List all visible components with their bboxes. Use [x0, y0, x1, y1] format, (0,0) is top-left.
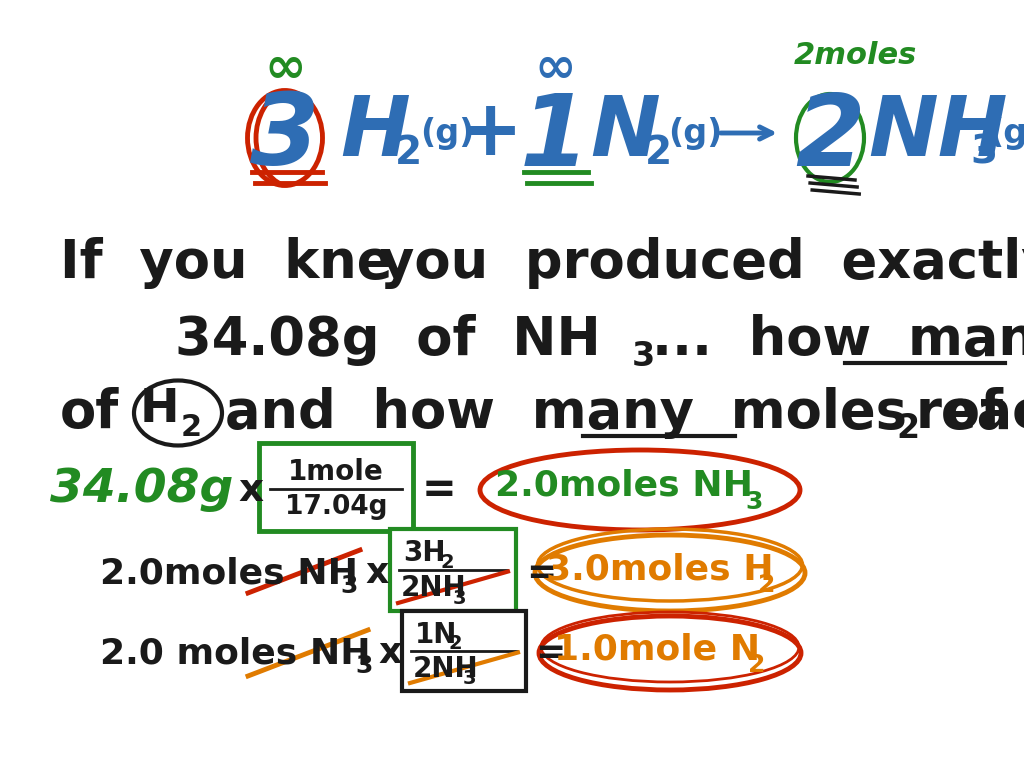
Text: 2.0moles NH: 2.0moles NH — [495, 468, 753, 502]
Text: 2.0 moles NH: 2.0 moles NH — [100, 636, 371, 670]
Text: 2: 2 — [440, 553, 454, 572]
Text: of: of — [60, 387, 119, 439]
Text: 1.0mole N: 1.0mole N — [554, 632, 760, 666]
Text: N: N — [590, 92, 659, 174]
Text: 2: 2 — [896, 412, 920, 445]
Text: H: H — [340, 92, 410, 174]
Text: x: x — [378, 636, 401, 670]
Text: If  you  kne: If you kne — [60, 237, 392, 289]
Text: 17.04g: 17.04g — [285, 494, 387, 520]
Text: 3H: 3H — [403, 539, 445, 568]
Text: ∞: ∞ — [535, 44, 575, 92]
Text: +: + — [458, 95, 522, 171]
Text: 2: 2 — [748, 653, 765, 677]
Text: 3: 3 — [463, 669, 476, 688]
Text: 1N: 1N — [415, 621, 458, 649]
Text: 1mole: 1mole — [288, 458, 384, 486]
Text: 34.08g: 34.08g — [50, 468, 233, 512]
Text: =: = — [422, 469, 457, 511]
Text: 3: 3 — [453, 588, 467, 607]
Text: 3: 3 — [250, 90, 319, 187]
FancyBboxPatch shape — [390, 529, 516, 611]
Text: 3: 3 — [355, 654, 373, 678]
Text: 3: 3 — [632, 339, 655, 372]
Text: (g): (g) — [668, 117, 722, 150]
Text: x: x — [238, 471, 263, 509]
Text: 2: 2 — [181, 412, 202, 442]
Text: 1: 1 — [520, 90, 590, 187]
Text: 3: 3 — [745, 490, 763, 514]
Text: 2: 2 — [645, 134, 672, 172]
Text: (g): (g) — [420, 117, 474, 150]
FancyBboxPatch shape — [402, 611, 526, 691]
Text: =: = — [526, 556, 556, 590]
FancyBboxPatch shape — [259, 443, 413, 531]
Text: x: x — [365, 556, 388, 590]
Text: 34.08g  of  NH: 34.08g of NH — [175, 314, 601, 366]
Text: 2: 2 — [796, 90, 865, 187]
Text: ...  how  many  moles: ... how many moles — [652, 314, 1024, 366]
Text: =: = — [535, 636, 565, 670]
Text: 3.0moles H: 3.0moles H — [546, 552, 773, 586]
Text: reacted?: reacted? — [916, 387, 1024, 439]
Text: 2: 2 — [758, 573, 775, 597]
Text: 2moles: 2moles — [794, 41, 916, 71]
Text: and  how  many  moles  of  N: and how many moles of N — [225, 387, 1024, 439]
Text: H: H — [140, 386, 179, 432]
Text: 2.0moles NH: 2.0moles NH — [100, 556, 358, 590]
Text: 2NH: 2NH — [413, 655, 478, 683]
Text: you  produced  exactly: you produced exactly — [380, 237, 1024, 289]
Text: 3: 3 — [970, 134, 997, 172]
Text: (g): (g) — [988, 117, 1024, 150]
Text: NH: NH — [868, 92, 1008, 174]
Text: 2: 2 — [449, 634, 462, 653]
Text: 2: 2 — [395, 134, 422, 172]
Text: ∞: ∞ — [264, 44, 306, 92]
Text: 2NH: 2NH — [401, 574, 467, 602]
Text: 3: 3 — [340, 574, 357, 598]
